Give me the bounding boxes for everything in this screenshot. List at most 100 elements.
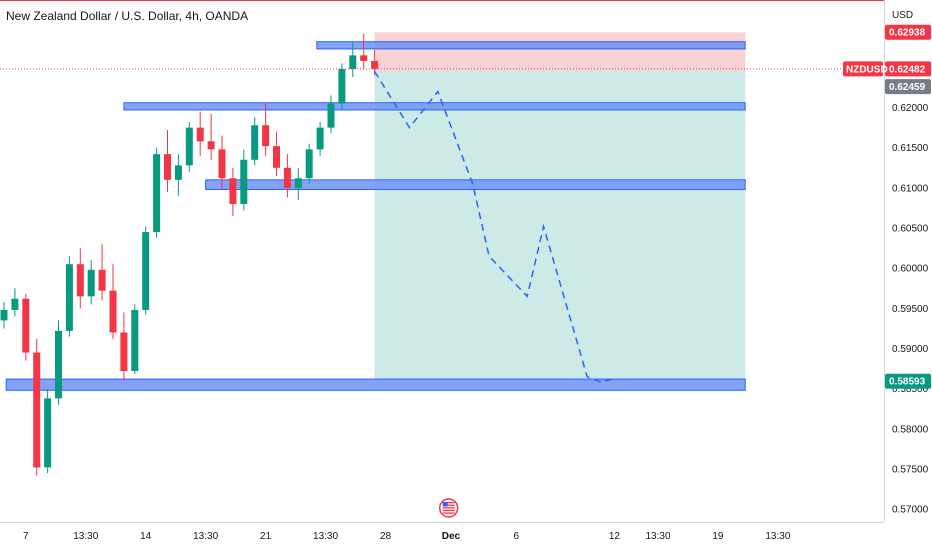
zone-rect-2[interactable] — [205, 179, 746, 190]
candle-body — [0, 309, 8, 321]
stop-loss-area[interactable] — [374, 32, 746, 71]
candle — [316, 122, 324, 156]
badge-value: 0.62482 — [889, 64, 926, 75]
x-tick-label: 13:30 — [313, 531, 338, 542]
candle-body — [76, 264, 84, 297]
candle — [22, 293, 30, 361]
us-flag-icon[interactable] — [438, 498, 459, 518]
candle-body — [360, 55, 368, 61]
candle-body — [153, 154, 161, 233]
support-resistance-zones[interactable] — [5, 41, 746, 391]
candle-body — [294, 178, 302, 188]
candle-body — [174, 165, 182, 180]
badge-bg — [885, 373, 931, 389]
candle-body — [316, 127, 324, 150]
candle — [338, 63, 346, 110]
candle-body — [131, 309, 139, 372]
y-tick-label: 0.59500 — [892, 304, 929, 315]
symbol-label-bg — [843, 61, 883, 77]
candle-body — [55, 330, 62, 399]
candle — [218, 135, 226, 190]
position-tool[interactable] — [374, 32, 746, 382]
flag-stripe — [442, 502, 455, 504]
flag-stripe — [442, 504, 455, 506]
candle-body — [251, 125, 259, 160]
candle-body — [65, 264, 73, 331]
candle — [142, 226, 150, 315]
y-tick-label: 0.62000 — [892, 103, 929, 114]
candle-body — [240, 159, 248, 204]
y-tick-label: 0.60500 — [892, 224, 929, 235]
candle — [44, 388, 52, 474]
candle — [87, 260, 95, 305]
time-axis[interactable]: 7 13:30 14 13:30 21 13:30 28 Dec 6 12 13:30 19 13:30 — [0, 522, 884, 543]
candle — [0, 301, 8, 329]
y-tick-label: 0.57000 — [892, 505, 929, 516]
badge-bg — [885, 79, 931, 95]
candle-body — [11, 298, 19, 310]
candle-body — [218, 149, 226, 179]
price-axis[interactable]: USD 0.62000 0.61500 0.61000 0.60500 0.60000 0.… — [884, 0, 929, 522]
y-tick-label: 0.58500 — [892, 384, 929, 395]
candle — [33, 338, 41, 476]
candle — [229, 167, 237, 216]
badge-value: 0.62938 — [889, 28, 926, 39]
candle — [360, 33, 368, 69]
y-tick-label: 0.61000 — [892, 183, 929, 194]
candlestick-series — [0, 33, 379, 476]
zone-rect-0[interactable] — [316, 41, 746, 50]
candle-body — [349, 55, 357, 69]
candle-body — [196, 127, 204, 142]
x-tick-label: 13:30 — [645, 531, 670, 542]
x-tick-label: 28 — [380, 531, 392, 542]
flag-canton — [442, 502, 448, 507]
candle — [98, 244, 106, 301]
candle — [273, 131, 280, 176]
x-tick-label: 7 — [23, 531, 29, 542]
candle — [251, 117, 259, 166]
currency-label: USD — [892, 10, 913, 21]
candle — [262, 103, 270, 156]
candle-body — [142, 232, 150, 310]
candle — [283, 154, 291, 198]
candle-body — [273, 146, 280, 168]
badge-bg — [885, 61, 931, 77]
candle-body — [262, 125, 270, 147]
take-profit-area[interactable] — [374, 70, 746, 382]
badge-value: 0.62459 — [889, 82, 926, 93]
x-tick-label: 13:30 — [73, 531, 98, 542]
economic-event-icon[interactable] — [438, 498, 459, 518]
price-badge-prev: 0.62459 — [885, 79, 931, 95]
candle-body — [98, 269, 106, 291]
candle — [55, 320, 62, 405]
zone-rect-3[interactable] — [5, 378, 746, 391]
candle-body — [87, 269, 95, 297]
candle — [196, 111, 204, 156]
candle — [185, 122, 193, 172]
candle — [120, 312, 128, 381]
x-tick-label: 14 — [140, 531, 152, 542]
candle-body — [371, 60, 379, 69]
price-badge-target: 0.58593 — [885, 373, 931, 389]
zone-rect-1[interactable] — [123, 102, 746, 111]
badge-bg — [885, 24, 931, 40]
candle-body — [283, 167, 291, 188]
y-tick-label: 0.57500 — [892, 465, 929, 476]
projection-path[interactable] — [373, 71, 615, 384]
x-tick-label: 12 — [609, 531, 621, 542]
candle — [65, 256, 73, 337]
candle — [371, 49, 379, 76]
x-tick-label: Dec — [442, 531, 461, 542]
chart-title: New Zealand Dollar / U.S. Dollar, 4h, OA… — [6, 9, 249, 23]
candle-body — [33, 352, 41, 468]
y-tick-label: 0.58000 — [892, 424, 929, 435]
y-tick-label: 0.59000 — [892, 344, 929, 355]
projected-path-line[interactable] — [373, 71, 615, 384]
candle-body — [305, 149, 313, 179]
candle — [11, 288, 19, 317]
candle-body — [120, 332, 128, 372]
candle-body — [22, 298, 30, 353]
candle-body — [109, 290, 117, 333]
